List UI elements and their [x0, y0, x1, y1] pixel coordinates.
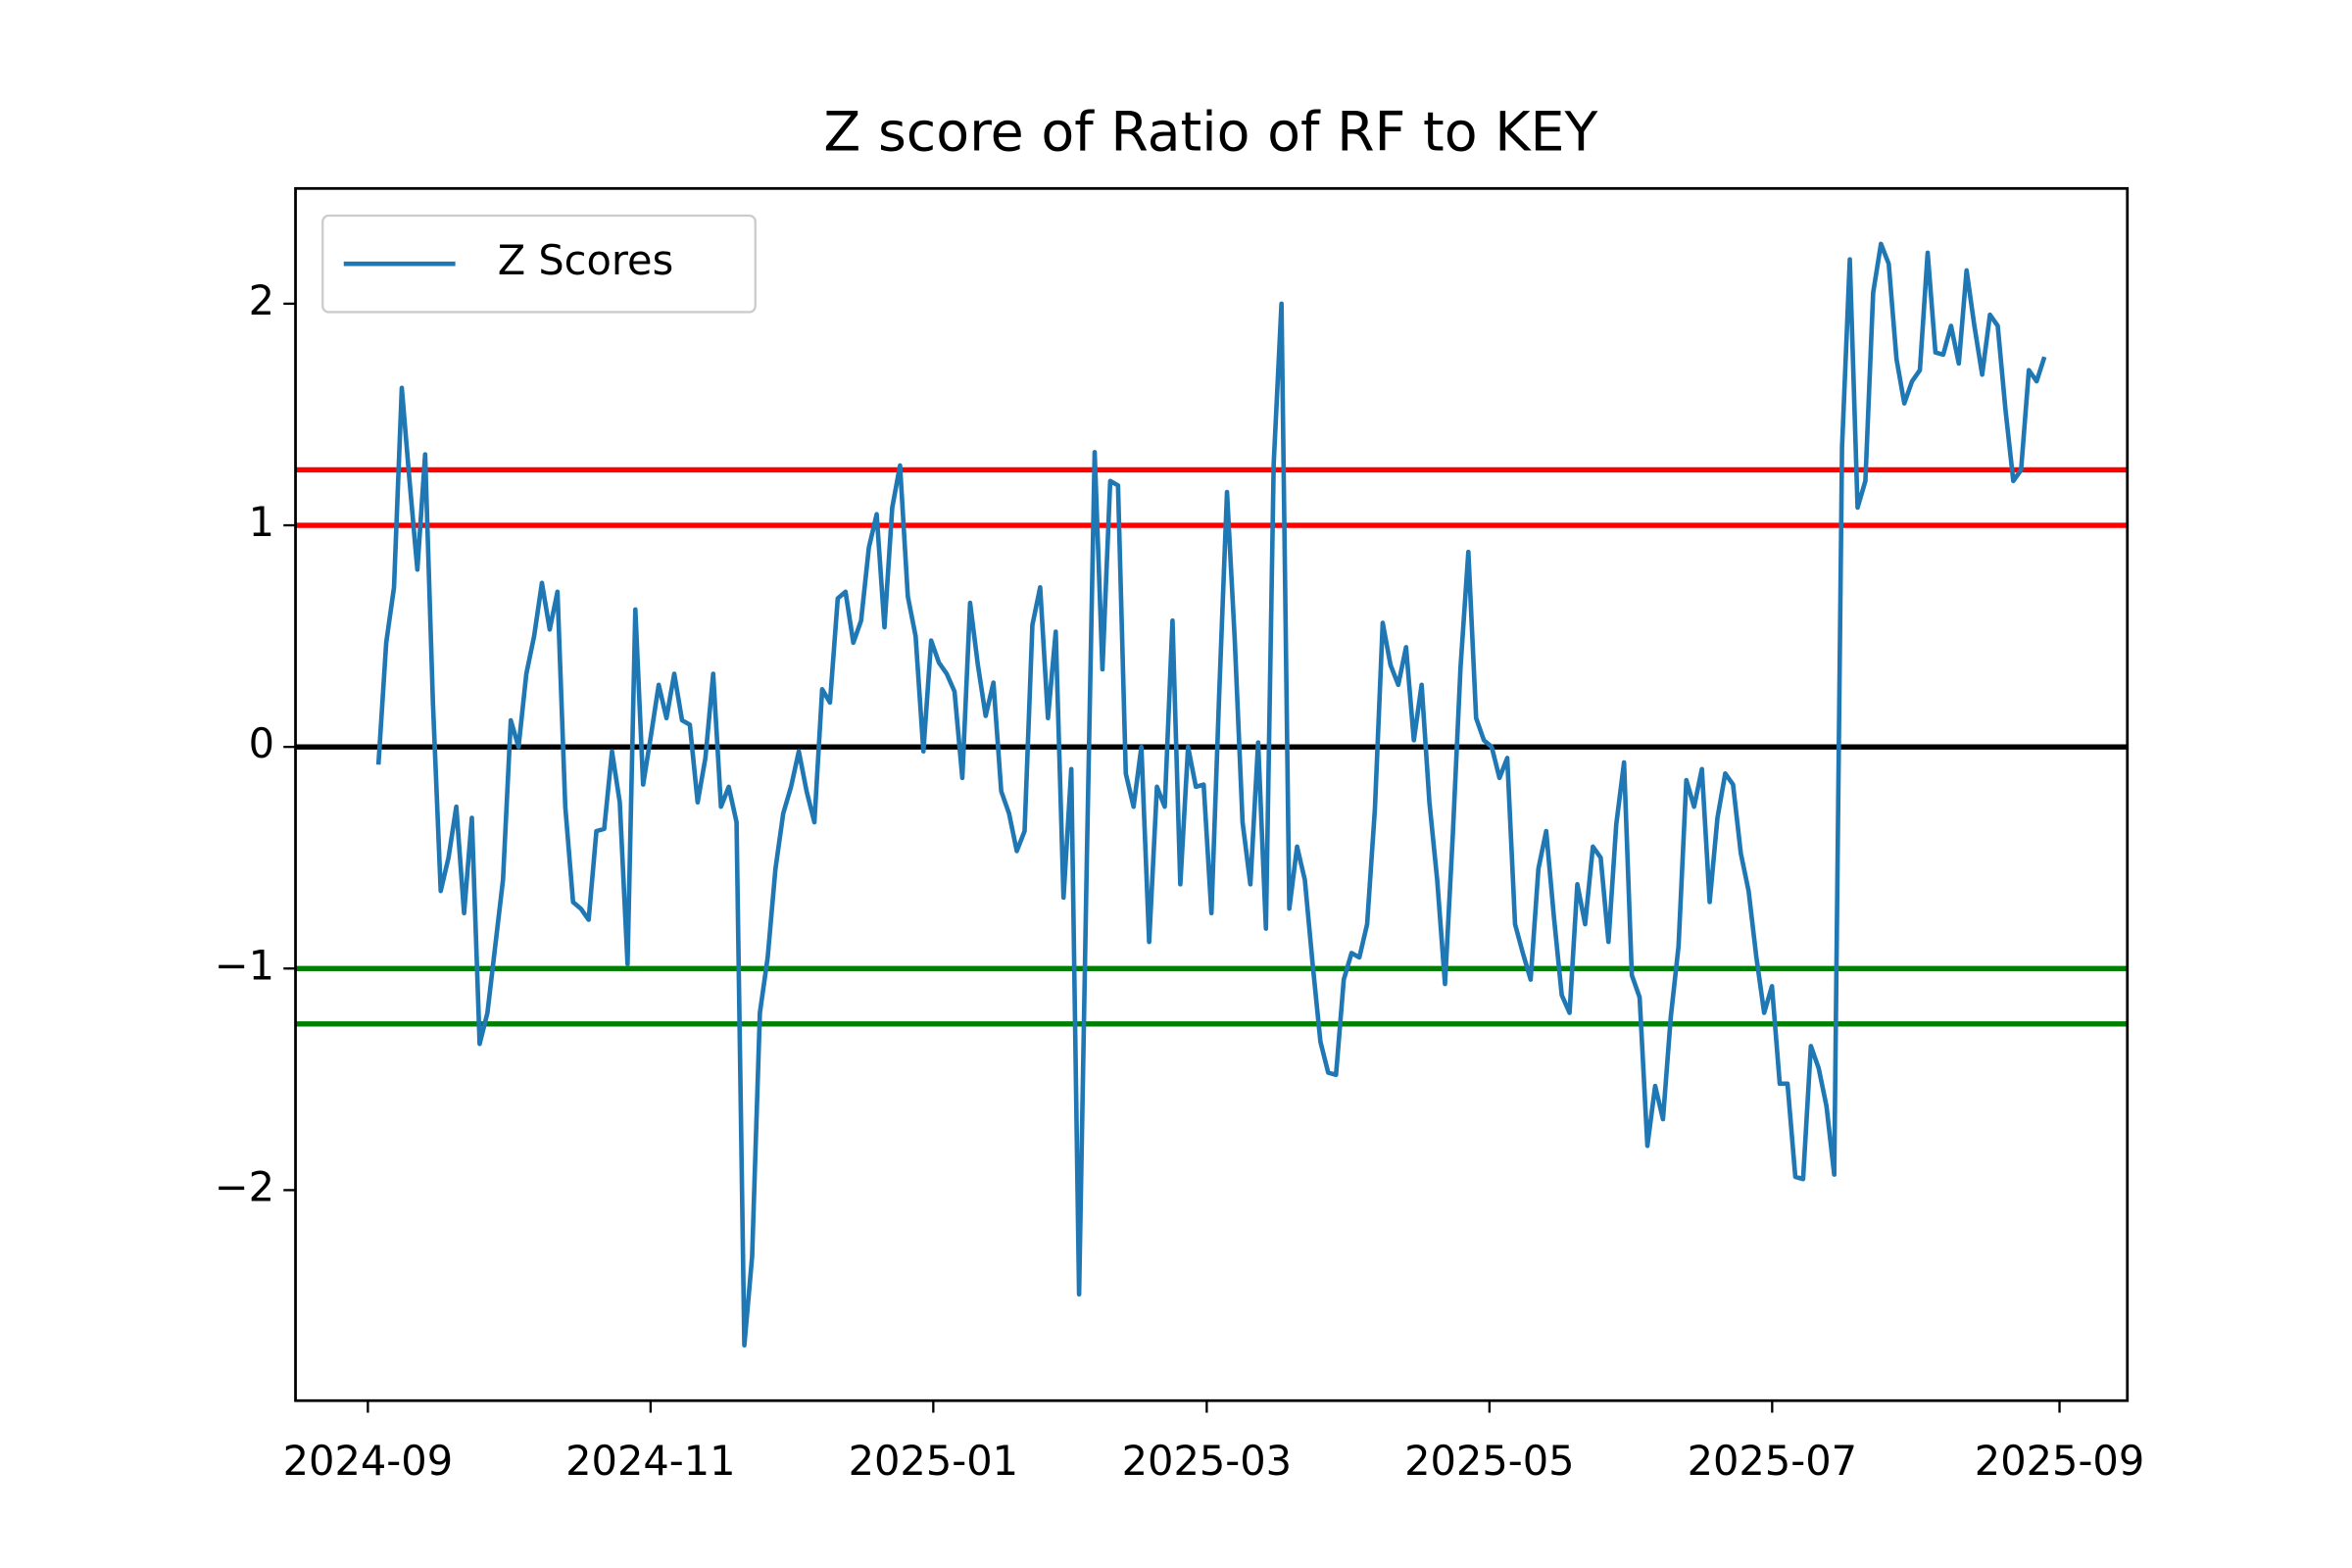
y-tick-label: −2: [215, 1162, 274, 1210]
x-tick-label: 2024-09: [283, 1437, 453, 1485]
x-tick-label: 2025-03: [1122, 1437, 1292, 1485]
y-tick-label: 1: [249, 498, 274, 546]
x-tick-label: 2025-01: [849, 1437, 1018, 1485]
axes-frame: [294, 186, 2130, 1402]
y-tick-label: 2: [249, 276, 274, 324]
x-tick-label: 2025-07: [1688, 1437, 1857, 1485]
chart-title: Z score of Ratio of RF to KEY: [823, 102, 1597, 165]
legend-box: [321, 214, 757, 314]
line-series: [375, 241, 2047, 1348]
y-tick-label: −1: [215, 941, 274, 989]
y-tick-label: 0: [249, 719, 274, 767]
x-tick-label: 2024-11: [565, 1437, 735, 1485]
x-tick-label: 2025-09: [1975, 1437, 2144, 1485]
x-tick-label: 2025-05: [1404, 1437, 1574, 1485]
legend-label: Z Scores: [498, 236, 674, 284]
